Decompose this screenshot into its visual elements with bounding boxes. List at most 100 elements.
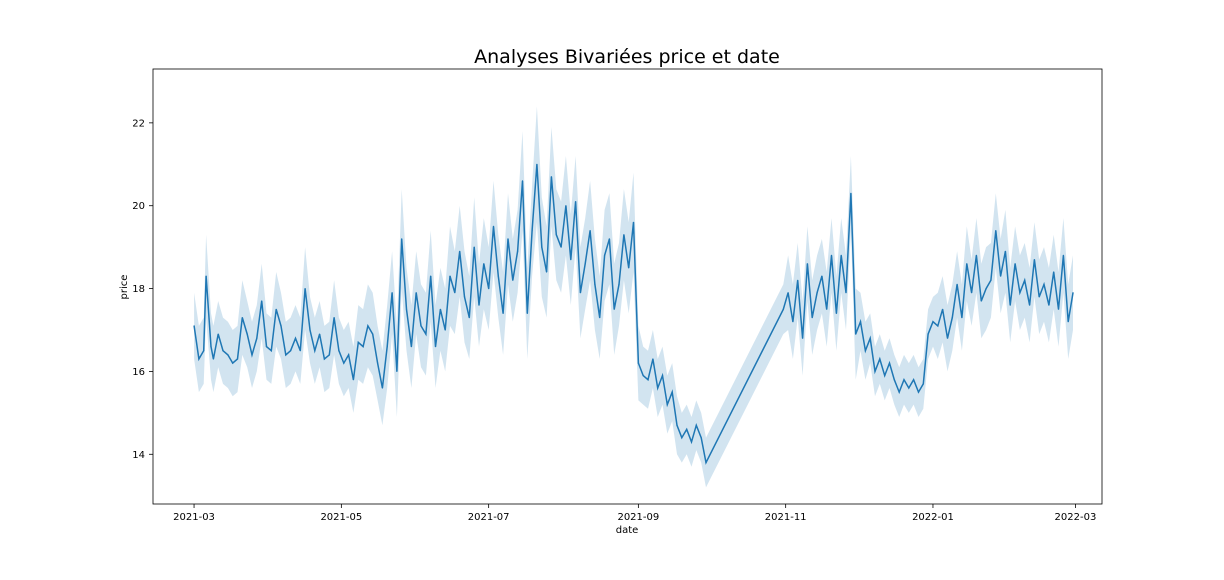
chart-title: Analyses Bivariées price et date [474,46,780,68]
data-point [372,333,374,335]
data-point [381,387,383,389]
data-point [884,375,886,377]
data-point [434,346,437,348]
data-point [922,383,924,385]
data-point [1038,296,1040,298]
data-point [599,317,601,319]
data-point [787,292,789,294]
data-point [1009,304,1011,306]
data-point [604,254,606,256]
data-point [845,292,847,294]
data-point [217,333,219,335]
data-point [676,424,678,426]
data-point [299,350,301,352]
data-point [879,358,881,360]
data-point [227,354,229,356]
data-point [212,358,214,360]
data-point [338,350,340,352]
data-point [806,263,809,265]
y-tick-label: 16 [132,367,145,378]
x-axis: 2021-03 2021-05 2021-07 2021-09 2021-11 2022-… [173,504,1096,523]
data-point [908,387,910,389]
y-axis: 14 16 18 20 22 [132,118,153,461]
data-point [835,312,838,314]
data-point [483,263,485,265]
data-point [995,230,997,232]
data-point [686,428,688,430]
data-point [256,337,258,339]
data-point [444,329,446,331]
data-point [705,462,707,464]
data-point [280,325,282,327]
data-point [478,304,480,306]
data-point [913,379,915,381]
y-tick-label: 14 [132,450,145,461]
data-point [671,391,673,393]
data-point [1062,254,1064,256]
data-point [198,358,200,360]
data-point [319,333,321,335]
confidence-band [194,106,1074,488]
data-point [927,333,929,335]
plot-frame [152,68,1103,505]
data-point [193,325,195,327]
data-point [468,317,470,319]
data-point [463,296,466,298]
data-point [1000,275,1002,277]
data-point [205,275,207,277]
data-point [415,292,417,294]
x-tick-label: 2021-03 [173,512,215,523]
data-point [521,180,524,182]
data-point [449,275,451,277]
data-point [425,333,427,335]
data-point [840,254,842,256]
data-point [628,267,630,269]
data-point [811,317,813,319]
data-point [459,250,461,252]
data-point [961,317,963,319]
data-point [589,230,591,232]
data-point [855,333,857,335]
data-point [405,308,408,310]
x-tick-label: 2021-09 [617,512,659,523]
y-tick-label: 18 [132,284,145,295]
data-point [210,346,212,348]
data-point [473,246,475,248]
data-point [333,317,335,319]
x-tick-label: 2021-05 [320,512,362,523]
data-point [497,275,499,277]
data-point [401,238,403,240]
data-point [241,317,243,319]
data-point [830,254,833,256]
data-point [236,358,239,360]
data-point [1019,292,1021,294]
data-point [309,329,311,331]
data-point [618,283,620,285]
data-point [637,362,640,364]
data-point [396,370,398,372]
data-point [642,375,644,377]
data-point [328,354,330,356]
data-point [285,354,287,356]
x-tick-label: 2021-11 [765,512,807,523]
data-point [946,337,949,339]
data-point [362,346,364,348]
data-point [869,337,871,339]
data-point [1033,259,1035,261]
data-point [323,358,325,360]
data-point [1057,308,1060,310]
data-point [275,308,277,310]
data-point [314,350,316,352]
data-point [956,283,958,285]
data-point [348,354,350,356]
data-point [975,254,978,256]
data-point [343,362,345,364]
data-point [546,271,548,273]
data-point [203,350,205,352]
data-point [1029,304,1031,306]
data-point [782,308,784,310]
data-point [367,325,369,327]
data-point [623,234,625,236]
data-point [265,346,268,348]
